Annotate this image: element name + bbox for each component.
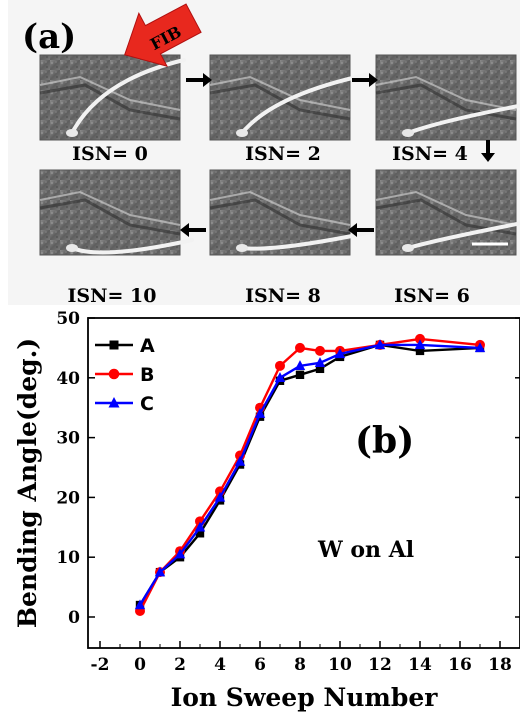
data-point (415, 333, 425, 344)
y-tick-label: 20 (56, 488, 80, 508)
data-point (109, 340, 119, 350)
data-point (315, 364, 325, 374)
annotation-text: W on Al (317, 537, 414, 563)
legend-entry: C (95, 393, 154, 415)
panel-a: ISN= 0 ISN= 2 ISN= 4 ISN= 6 ISN= 8 ISN= 10 (39, 54, 520, 307)
data-point (295, 342, 305, 353)
data-point (474, 342, 486, 353)
x-tick-label: 8 (294, 655, 306, 675)
isn-label: ISN= 10 (68, 285, 157, 307)
x-tick-label: 4 (214, 655, 226, 675)
x-tick-label: 18 (488, 655, 512, 675)
data-point (195, 529, 205, 538)
data-point (314, 357, 326, 368)
isn-label: ISN= 0 (72, 143, 148, 165)
legend-entry: A (95, 335, 155, 357)
data-point (274, 372, 286, 382)
nanowire (406, 103, 520, 135)
y-tick-label: 0 (68, 608, 80, 628)
x-tick-label: 16 (448, 655, 472, 675)
arrow-left-icon (180, 223, 206, 237)
x-tick-label: 2 (174, 655, 186, 675)
isn-label: ISN= 8 (245, 285, 321, 307)
sem-frame (375, 54, 520, 141)
x-axis-title: Ion Sweep Number (171, 683, 439, 712)
data-point (295, 370, 305, 380)
plot-frame (87, 317, 520, 649)
data-point (154, 566, 166, 577)
x-tick-label: 10 (328, 655, 352, 675)
data-point (414, 339, 426, 350)
isn-label: ISN= 4 (392, 143, 468, 165)
sem-frame (39, 54, 186, 141)
data-point (415, 346, 425, 356)
sem-frame (375, 169, 520, 256)
series-b (135, 333, 485, 617)
data-point (194, 521, 206, 532)
legend-label: B (140, 364, 154, 386)
y-axis: 0 10 20 30 40 50 (56, 309, 520, 628)
legend-entry: B (95, 364, 154, 386)
bending-angle-chart: 0 10 20 30 40 50 -2 0 2 4 6 8 10 12 14 16 18 ABC (b) W … (13, 309, 520, 712)
sem-frame (209, 169, 374, 256)
flow-arrows (180, 73, 495, 237)
data-point (134, 599, 146, 610)
data-point (234, 455, 246, 466)
x-tick-label: 6 (254, 655, 266, 675)
arrow-right-icon (352, 73, 378, 87)
series-line (138, 343, 481, 606)
data-point (294, 360, 306, 371)
arrow-left-icon (348, 223, 374, 237)
series-a (135, 340, 485, 610)
data-point (374, 339, 386, 350)
panel-a-label: (a) (22, 17, 76, 57)
x-tick-label: -2 (91, 655, 110, 675)
arrow-right-icon (186, 73, 212, 87)
legend-label: C (140, 393, 154, 415)
x-axis: -2 0 2 4 6 8 10 12 14 16 18 (91, 641, 512, 675)
nanowire (406, 221, 520, 250)
data-point (214, 491, 226, 502)
data-point (254, 407, 266, 418)
nanowire (240, 71, 377, 135)
x-tick-label: 0 (134, 655, 146, 675)
series-line (138, 337, 481, 612)
isn-label: ISN= 6 (394, 285, 470, 307)
series-c (134, 339, 486, 610)
y-tick-label: 10 (56, 548, 80, 568)
y-tick-label: 40 (56, 369, 80, 389)
sem-frame (209, 54, 377, 141)
x-tick-label: 12 (368, 655, 392, 675)
data-point (108, 368, 120, 380)
series-group (134, 333, 486, 617)
y-axis-title: Bending Angle(deg.) (13, 338, 42, 628)
sem-frame (39, 169, 194, 256)
series-line (138, 343, 481, 606)
nanowire (70, 238, 194, 255)
legend-label: A (140, 335, 155, 357)
data-point (315, 345, 325, 356)
data-point (275, 360, 285, 371)
x-tick-label: 14 (408, 655, 432, 675)
isn-label: ISN= 2 (245, 143, 321, 165)
data-point (108, 397, 120, 408)
data-point (334, 348, 346, 359)
data-point (174, 548, 186, 559)
y-tick-label: 30 (56, 429, 80, 449)
y-tick-label: 50 (56, 309, 80, 329)
legend: ABC (95, 335, 155, 415)
panel-b-label: (b) (355, 420, 414, 462)
nanowire (240, 230, 374, 251)
arrow-down-icon (481, 140, 495, 162)
